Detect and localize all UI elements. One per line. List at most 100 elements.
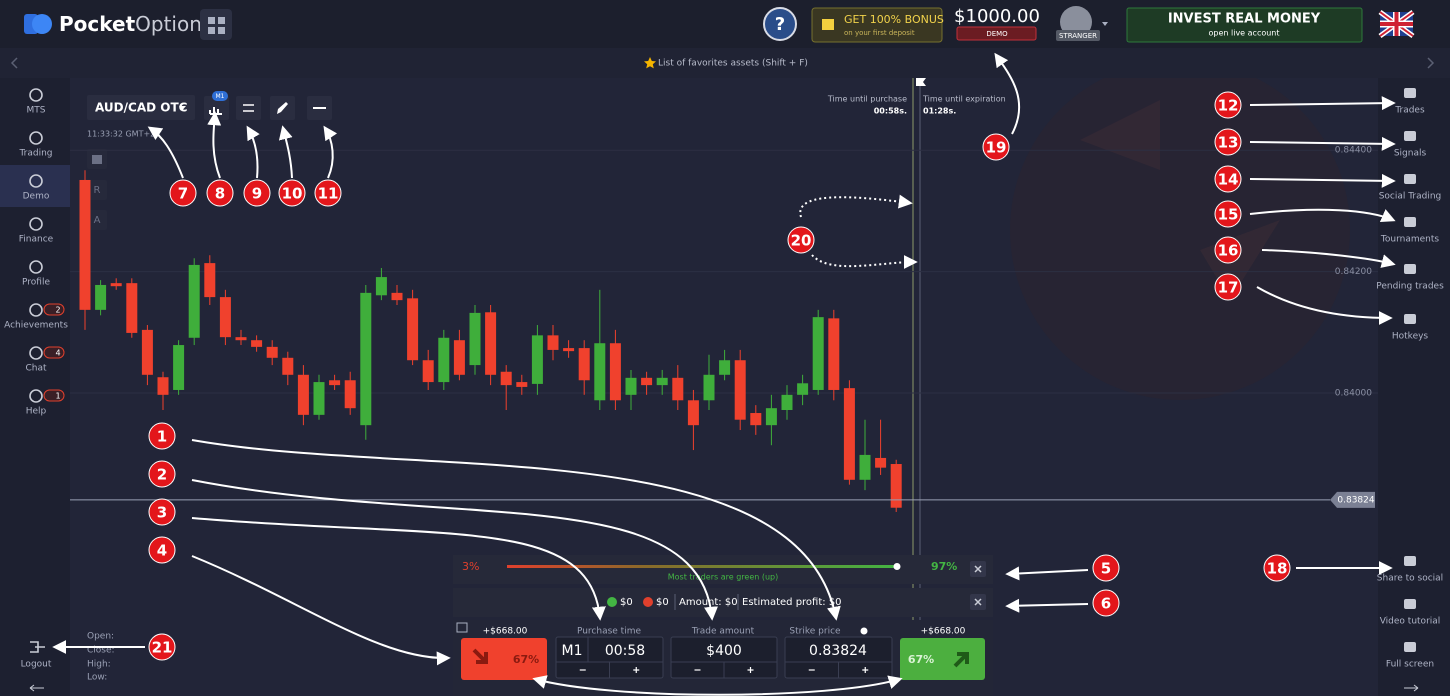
candle-body xyxy=(158,377,169,395)
nav-label[interactable]: MTS xyxy=(27,106,46,116)
nav-label[interactable]: Hotkeys xyxy=(1392,332,1429,342)
nav-label[interactable]: Chat xyxy=(25,364,47,374)
nav-label[interactable]: Full screen xyxy=(1386,660,1434,670)
marker-number: 12 xyxy=(1218,97,1239,115)
timeframe[interactable]: M1 xyxy=(562,643,583,659)
candle-body xyxy=(298,375,309,415)
candle-body xyxy=(610,343,621,400)
call-percent: 67% xyxy=(908,653,934,666)
nav-icon xyxy=(1404,314,1416,324)
nav-label[interactable]: Trades xyxy=(1394,106,1425,116)
nav-label[interactable]: Finance xyxy=(19,235,54,245)
user-label: STRANGER xyxy=(1059,32,1097,40)
candle-body xyxy=(189,265,200,338)
purchase-time-label: Purchase time xyxy=(577,627,642,637)
marker-number: 7 xyxy=(178,185,188,203)
nav-icon xyxy=(1404,556,1416,566)
candle-body xyxy=(657,378,668,385)
marker-number: 14 xyxy=(1218,171,1239,189)
marker-number: 15 xyxy=(1218,206,1239,224)
down-icon xyxy=(643,597,653,607)
marker-number: 11 xyxy=(318,185,339,203)
gift-side-icon xyxy=(92,155,102,164)
nav-icon xyxy=(1404,131,1416,141)
nav-label[interactable]: Signals xyxy=(1394,149,1427,159)
nav-label[interactable]: Tournaments xyxy=(1380,235,1439,245)
language-flag[interactable] xyxy=(1380,12,1413,36)
candle-body xyxy=(782,395,793,410)
logo-light: Option xyxy=(135,12,202,36)
candle-body xyxy=(719,360,730,375)
price-label: 0.84000 xyxy=(1335,389,1372,399)
candle-body xyxy=(470,313,481,365)
indicators-button[interactable] xyxy=(236,96,261,120)
ohlc-label: Low: xyxy=(87,673,107,683)
favorites-text[interactable]: List of favorites assets (Shift + F) xyxy=(658,59,808,69)
nav-label[interactable]: Help xyxy=(26,407,47,417)
side-button-text: R xyxy=(94,185,101,196)
put-payout: +$668.00 xyxy=(483,627,528,637)
nav-icon xyxy=(1404,174,1416,184)
candle-body xyxy=(80,180,91,310)
nav-label[interactable]: Share to social xyxy=(1377,574,1443,584)
asset-name: AUD/CAD OTC xyxy=(95,101,188,115)
sentiment-down: 3% xyxy=(462,560,479,573)
nav-label[interactable]: Achievements xyxy=(4,321,68,331)
nav-icon xyxy=(1404,642,1416,652)
timeframe-badge-text: M1 xyxy=(216,93,225,100)
help-text: ? xyxy=(775,14,785,35)
logo-icon xyxy=(32,14,52,34)
marker-number: 10 xyxy=(282,185,303,203)
marker-number: 18 xyxy=(1267,560,1288,578)
nav-label[interactable]: Profile xyxy=(22,278,50,288)
marker-number: 17 xyxy=(1218,279,1239,297)
candle-body xyxy=(345,380,356,408)
nav-badge xyxy=(44,390,64,401)
candle-body xyxy=(282,358,293,375)
side-button-text: A xyxy=(94,215,101,226)
candle-body xyxy=(875,458,886,468)
expiration-value: 01:28s. xyxy=(923,107,956,116)
marker-number: 13 xyxy=(1218,134,1239,152)
candle-body xyxy=(111,283,122,286)
nav-label[interactable]: Social Trading xyxy=(1379,192,1442,202)
put-percent: 67% xyxy=(513,653,539,666)
nav-label[interactable]: Pending trades xyxy=(1376,282,1444,292)
candle-body xyxy=(392,293,403,300)
candle-body xyxy=(142,330,153,375)
logo: PocketOption xyxy=(59,12,202,36)
candle-body xyxy=(797,383,808,395)
nav-badge-text: 1 xyxy=(55,392,60,401)
candle-body xyxy=(704,375,715,400)
call-payout: +$668.00 xyxy=(921,627,966,637)
candle-body xyxy=(454,340,465,375)
logout-label[interactable]: Logout xyxy=(21,660,52,670)
candle-body xyxy=(360,293,371,425)
candle-body xyxy=(641,378,652,385)
nav-label[interactable]: Video tutorial xyxy=(1380,617,1441,627)
nav-label[interactable]: Demo xyxy=(23,192,50,202)
balance[interactable]: $1000.00 xyxy=(954,6,1040,27)
candle-body xyxy=(563,348,574,351)
candle-body xyxy=(813,317,824,390)
ohlc-label: Open: xyxy=(87,632,114,642)
amount: $400 xyxy=(706,643,742,659)
current-price-label: 0.83824 xyxy=(1337,495,1374,505)
nav-badge xyxy=(44,304,64,315)
candle-body xyxy=(766,408,777,425)
candle-body xyxy=(501,372,512,385)
candle-body xyxy=(891,464,902,508)
menu-button[interactable] xyxy=(200,9,232,40)
watermark xyxy=(1010,60,1350,400)
nav-label[interactable]: Trading xyxy=(18,149,52,159)
gift-icon xyxy=(822,19,834,30)
marker-number: 20 xyxy=(791,232,812,250)
nav-icon xyxy=(1404,264,1416,274)
invest-subtitle: open live account xyxy=(1208,29,1279,38)
marker-number: 9 xyxy=(252,185,262,203)
purchase-label: Time until purchase xyxy=(827,95,907,104)
candle-body xyxy=(516,382,527,387)
candle-body xyxy=(126,283,137,333)
strike-toggle[interactable] xyxy=(861,628,868,635)
candle-body xyxy=(236,337,247,340)
